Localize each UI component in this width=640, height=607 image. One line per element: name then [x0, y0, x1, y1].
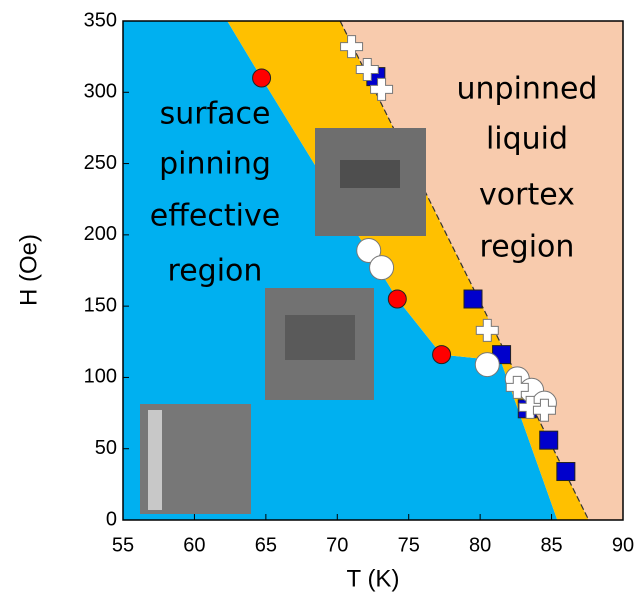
point — [340, 35, 364, 59]
y-tick-label: 250 — [84, 152, 117, 174]
region-label: liquid — [486, 122, 568, 157]
x-tick-label: 55 — [112, 534, 134, 556]
point — [539, 430, 559, 450]
point — [252, 68, 272, 88]
y-tick-label: 0 — [106, 508, 117, 530]
point — [355, 57, 379, 81]
ticks: 55 60 65 70 75 80 85 90 0 50 100 150 200 250 300 350 — [84, 9, 635, 556]
y-tick-label: 100 — [84, 366, 117, 388]
x-tick-label: 60 — [183, 534, 205, 556]
y-tick-label: 150 — [84, 294, 117, 316]
point — [369, 255, 395, 281]
point — [463, 289, 483, 309]
inset-pattern — [285, 315, 355, 360]
region-label: effective — [150, 199, 280, 234]
inset-pattern — [148, 410, 162, 510]
region-label: surface — [160, 97, 271, 132]
region-label: pinning — [159, 147, 271, 182]
region-label: vortex — [479, 178, 575, 213]
point — [356, 238, 382, 264]
y-tick-label: 300 — [84, 81, 117, 103]
point — [474, 352, 500, 378]
x-tick-label: 75 — [398, 534, 420, 556]
region-label: unpinned — [457, 72, 598, 107]
x-tick-label: 70 — [326, 534, 348, 556]
region-label: region — [480, 230, 575, 265]
point — [556, 462, 576, 482]
x-tick-label: 80 — [469, 534, 491, 556]
point — [432, 345, 452, 365]
region — [123, 21, 558, 520]
x-tick-label: 85 — [540, 534, 562, 556]
y-tick-label: 50 — [95, 437, 117, 459]
point — [475, 318, 499, 342]
point — [370, 77, 394, 101]
x-tick-label: 90 — [612, 534, 634, 556]
inset-pattern — [340, 160, 400, 188]
point — [387, 289, 407, 309]
point — [505, 375, 529, 399]
x-axis-title: T (K) — [347, 565, 400, 592]
y-tick-label: 350 — [84, 9, 117, 31]
insets — [140, 128, 426, 514]
x-tick-label: 65 — [255, 534, 277, 556]
point — [532, 398, 556, 422]
y-tick-label: 200 — [84, 223, 117, 245]
point — [518, 395, 542, 419]
y-axis-title: H (Oe) — [15, 234, 42, 306]
plot-frame — [122, 20, 624, 521]
region-label: region — [168, 254, 263, 289]
marks — [252, 35, 576, 482]
